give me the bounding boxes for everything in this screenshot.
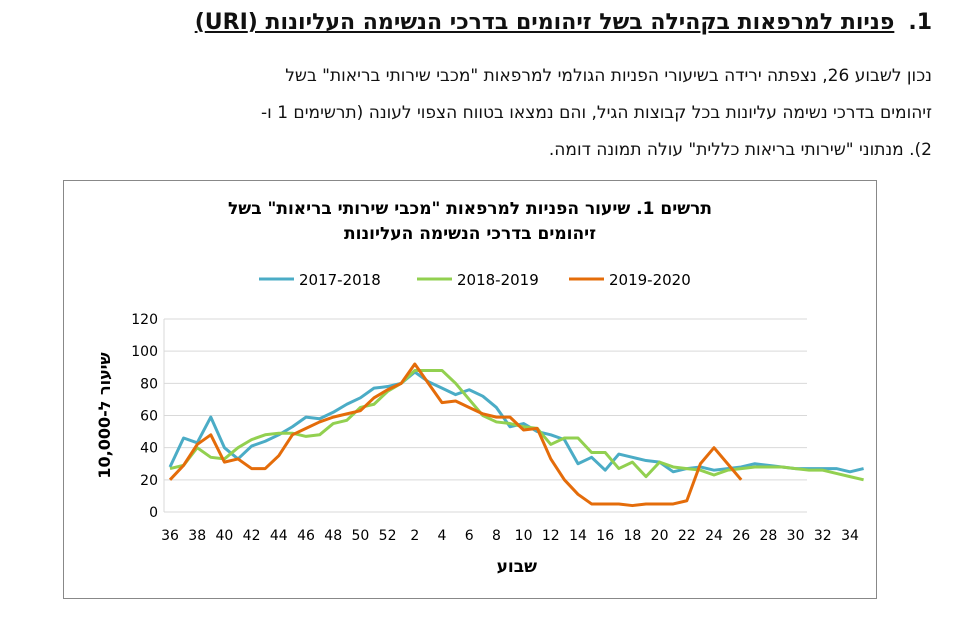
y-axis-title: שיעור ל-10,000 [95,352,114,478]
x-tick-label: 24 [705,528,723,544]
x-tick-label: 22 [678,528,696,544]
legend-label: 2017-2018 [299,271,381,289]
series-line-2019-2020 [168,362,743,508]
x-tick-label: 28 [759,528,777,544]
x-tick-label: 10 [515,528,533,544]
legend-label: 2018-2019 [457,271,539,289]
y-tick-label: 40 [140,441,158,457]
heading-number: 1. [908,10,932,35]
x-tick-label: 30 [787,528,805,544]
x-axis-title: שבוע [497,557,538,577]
x-tick-label: 46 [297,528,315,544]
x-tick-label: 18 [623,528,641,544]
x-tick-label: 2 [410,528,419,544]
x-tick-label: 38 [188,528,206,544]
heading-title: פניות למרפאות בקהילה בשל זיהומים בדרכי ה… [194,10,895,35]
x-tick-label: 40 [215,528,233,544]
x-tick-label: 12 [542,528,560,544]
chart-title: זיהומים בדרכי הנשימה העליונות [344,224,596,244]
y-tick-label: 0 [149,505,158,521]
chart-frame: תרשים 1. שיעור הפניות למרפאות "מכבי שירו… [63,180,877,599]
paragraph: נכון לשבוע 26, נצפתה ירידה בשיעורי הפניו… [30,58,932,169]
section-heading: 1. פניות למרפאות בקהילה בשל זיהומים בדרכ… [195,10,932,35]
x-tick-label: 16 [596,528,614,544]
x-tick-label: 44 [270,528,288,544]
line-chart: תרשים 1. שיעור הפניות למרפאות "מכבי שירו… [95,199,864,577]
legend-label: 2019-2020 [609,271,691,289]
x-tick-label: 20 [651,528,669,544]
paragraph-line: נכון לשבוע 26, נצפתה ירידה בשיעורי הפניו… [285,66,932,86]
x-tick-label: 42 [243,528,261,544]
y-tick-label: 100 [131,344,158,360]
x-tick-label: 36 [161,528,179,544]
y-tick-label: 120 [131,312,158,328]
x-tick-label: 4 [438,528,447,544]
y-tick-label: 20 [140,473,158,489]
chart-title: תרשים 1. שיעור הפניות למרפאות "מכבי שירו… [228,199,712,219]
x-tick-label: 6 [465,528,474,544]
x-tick-label: 14 [569,528,587,544]
x-tick-label: 52 [379,528,397,544]
x-tick-label: 32 [814,528,832,544]
paragraph-line: זיהומים בדרכי נשימה עליונות בכל קבוצות ה… [261,103,932,123]
y-tick-label: 80 [140,376,158,392]
y-tick-label: 60 [140,409,158,425]
x-tick-label: 8 [492,528,501,544]
paragraph-line: 2). מנתוני "שירותי בריאות כללית" עולה תמ… [548,140,932,160]
x-tick-label: 26 [732,528,750,544]
x-tick-label: 34 [841,528,859,544]
x-tick-label: 50 [351,528,369,544]
x-tick-label: 48 [324,528,342,544]
